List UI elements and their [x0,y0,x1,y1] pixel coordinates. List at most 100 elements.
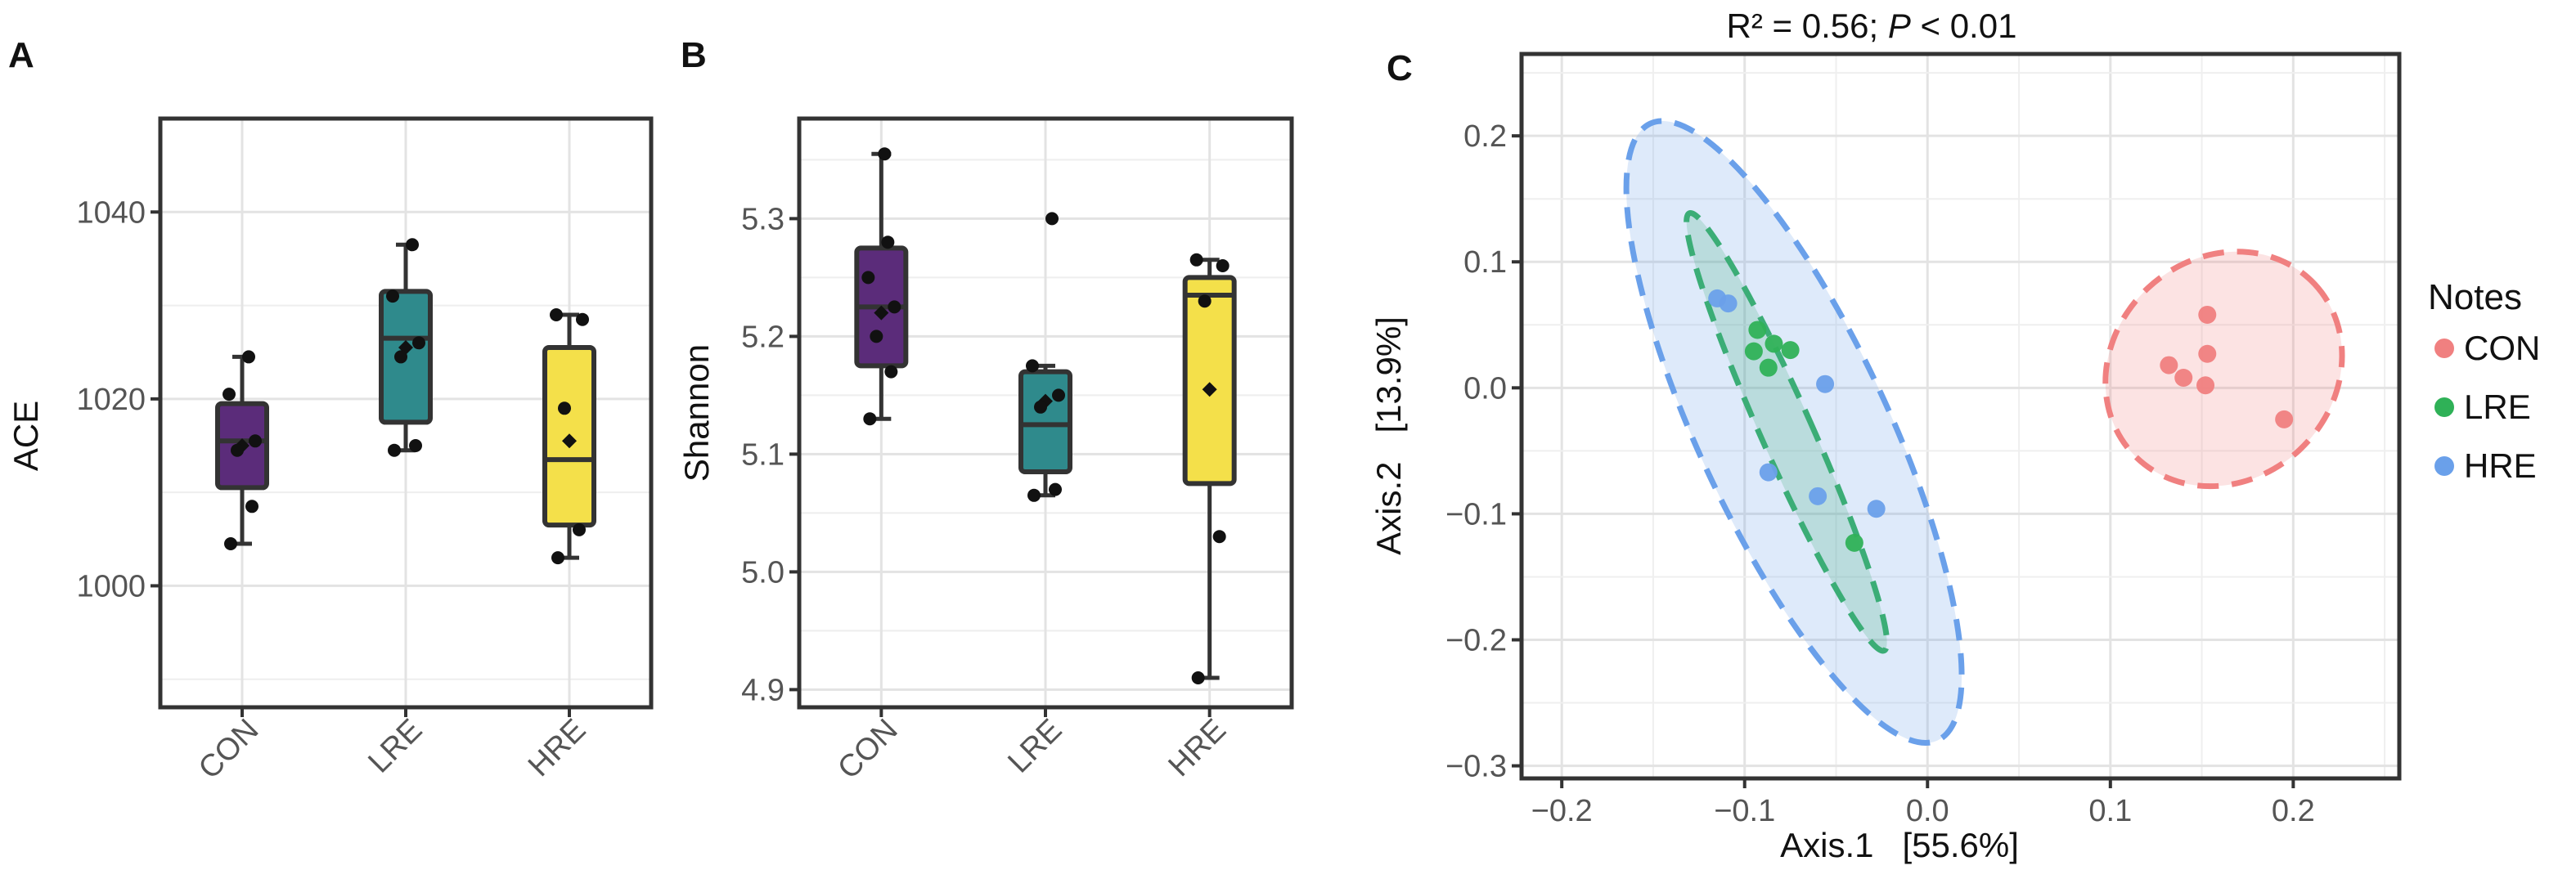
pcoa-ytick-label: 0.0 [1463,371,1507,406]
pcoa-ylabel: Axis.2 [13.9%] [1369,316,1408,555]
legend-title: Notes [2428,277,2522,317]
panel-letter-c: C [1387,48,1413,88]
point-lre [1781,341,1800,360]
pcoa-points [1708,289,2294,552]
panel-letter-b: B [681,35,707,75]
shannon-point-hre [1212,530,1226,544]
pcoa-xtick-label: 0.2 [2272,794,2315,828]
ellipse-lre [1684,210,1890,654]
pcoa-xtick-label: 0.0 [1906,794,1949,828]
ellipse-hre [1623,118,1965,747]
shannon-xtick-label-lre: LRE [1001,713,1068,780]
point-hre [1809,487,1827,505]
shannon-point-hre [1189,253,1203,267]
point-hre [1867,500,1886,518]
ace-point-con [231,443,244,457]
point-hre [1816,374,1835,393]
ace-mean-hre [562,433,577,449]
legend-key-lre [2434,397,2454,417]
point-lre [1845,533,1863,552]
shannon-point-lre [1034,400,1047,414]
ace-ytick-label: 1000 [76,569,146,603]
shannon-ytick-label: 5.0 [741,555,784,590]
pcoa-xtick-label: −0.1 [1714,794,1775,828]
shannon-mean-con [874,305,889,321]
shannon-point-lre [1052,388,1065,402]
shannon-point-lre [1026,359,1039,373]
shannon-point-con [881,235,895,249]
ace-point-con [242,350,255,364]
ace-point-lre [386,289,399,303]
ace-point-con [245,500,258,513]
shannon-point-lre [1045,212,1059,226]
legend-label-con: CON [2464,329,2540,367]
ace-point-hre [550,308,563,321]
shannon-ylabel: Shannon [677,344,716,482]
point-lre [1759,358,1778,377]
shannon-xtick-label-hre: HRE [1162,713,1233,783]
shannon-point-con [884,365,898,379]
ace-point-lre [406,238,419,252]
shannon-boxplot-panel: 4.9 5.0 5.1 5.2 5.3 CON LRE HRE Shannon [677,116,1294,786]
ace-point-hre [573,522,586,536]
ace-point-hre [576,312,589,326]
pcoa-panel: R² = 0.56; P < 0.01 −0.2 −0.1 0.0 0.1 0.2−0.… [1369,7,2540,864]
pcoa-ytick-label: −0.1 [1445,497,1507,531]
legend-key-hre [2434,456,2454,476]
point-hre [1719,294,1738,313]
ace-ylabel: ACE [7,401,45,471]
ace-ytick-label: 1020 [76,383,146,417]
shannon-point-con [861,271,875,285]
pcoa-frame [1519,52,2402,781]
ace-boxplot-panel: 1000 1020 1040 CON LRE HRE ACE [7,116,654,786]
point-lre [1744,342,1763,361]
point-con [2275,410,2294,428]
pcoa-ytick-label: −0.3 [1445,750,1507,784]
shannon-box-hre [1182,275,1237,487]
shannon-box-lre [1018,369,1072,475]
pcoa-xtick-label: 0.1 [2088,794,2132,828]
shannon-point-con [888,300,901,314]
ace-point-lre [388,443,401,457]
pcoa-ytick-label: 0.2 [1463,119,1507,154]
ace-ytick-label: 1040 [76,195,146,230]
ace-point-hre [558,401,571,415]
pcoa-title-main: R² = 0.56; [1727,7,1888,45]
ace-xtick-label-hre: HRE [522,713,592,783]
ace-point-con [223,388,236,401]
point-lre [1748,321,1767,339]
point-con [2160,356,2178,374]
shannon-xtick-label-con: CON [831,713,904,786]
legend-label-hre: HRE [2464,446,2537,485]
panel-letter-a: A [8,35,34,75]
shannon-point-con [863,412,877,426]
legend-label-lre: LRE [2464,388,2531,426]
pcoa-title-suffix: < 0.01 [1911,7,2017,45]
shannon-point-hre [1216,259,1230,272]
ace-point-lre [409,439,422,452]
shannon-point-lre [1049,482,1062,496]
ace-point-con [249,434,262,448]
pcoa-legend: Notes CON LRE HRE [2428,277,2540,485]
shannon-marks [854,147,1237,684]
point-con [2196,376,2215,395]
pcoa-ytick-label: 0.1 [1463,245,1507,280]
pcoa-title-p: P [1888,7,1911,45]
point-con [2174,369,2193,388]
pcoa-ytick-label: −0.2 [1445,624,1507,658]
ace-point-lre [412,336,425,350]
point-hre [1759,463,1778,482]
shannon-ytick-label: 5.1 [741,437,784,472]
pcoa-xtick-label: −0.2 [1531,794,1593,828]
shannon-point-hre [1191,671,1205,684]
ace-xtick-label-con: CON [192,713,265,786]
shannon-ytick-label: 4.9 [741,673,784,707]
ace-point-hre [551,551,564,565]
ace-point-con [224,537,237,550]
pcoa-title: R² = 0.56; P < 0.01 [1727,7,2017,45]
ace-marks [215,238,596,565]
point-con [2198,344,2217,363]
pcoa-axes: −0.2 −0.1 0.0 0.1 0.2 −0.3 −0.2 −0.1 0.0 0.1 0.2 [1445,52,2402,828]
point-con [2198,305,2217,324]
